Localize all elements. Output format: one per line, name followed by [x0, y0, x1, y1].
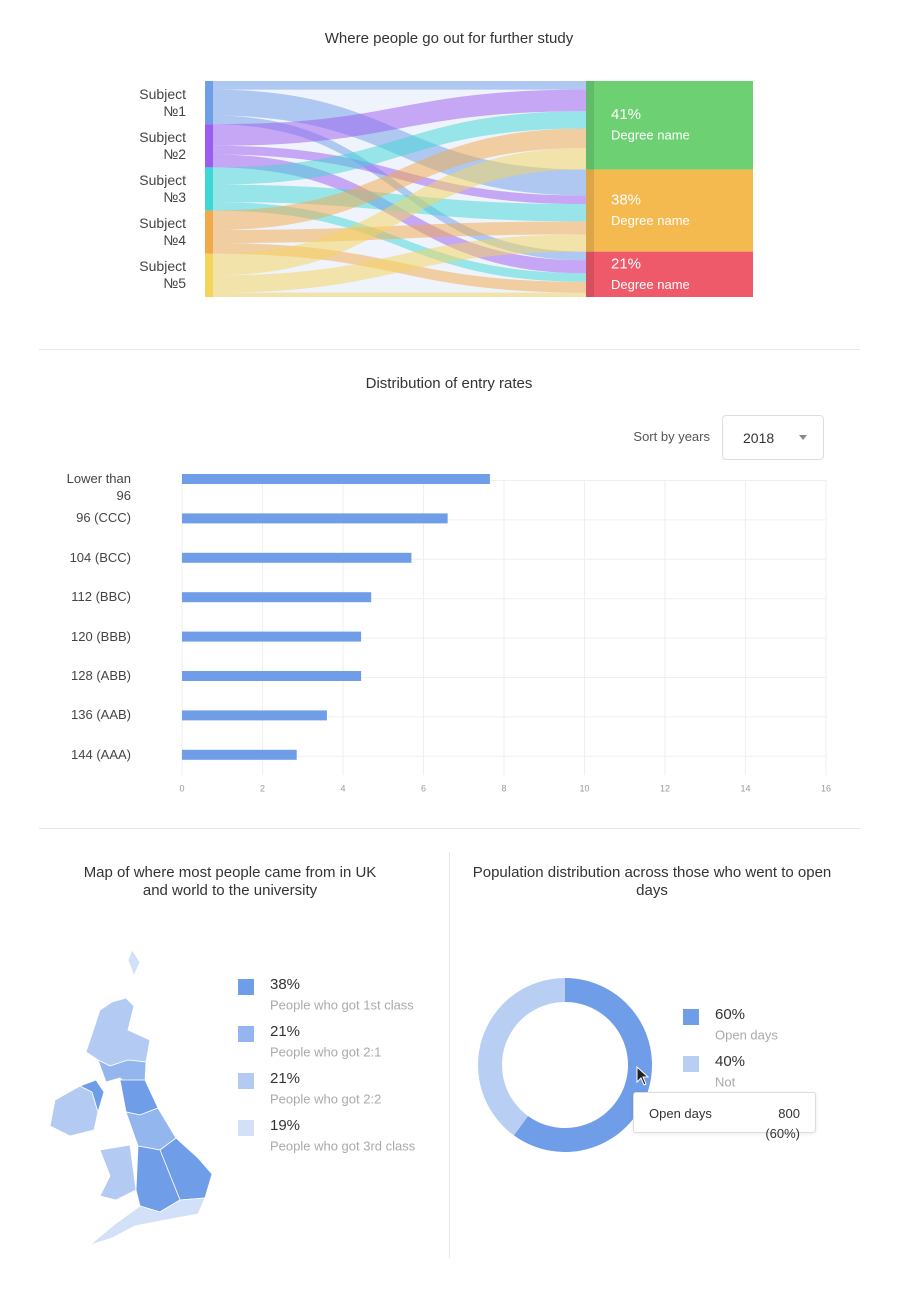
tooltip: Open days 800 (60%)	[633, 1092, 816, 1141]
donut-slice	[513, 978, 652, 1152]
y-tick-label: 128 (ABB)	[71, 668, 131, 683]
target-label: Degree name	[611, 213, 690, 228]
sankey-link	[213, 89, 586, 146]
map-region	[89, 1197, 206, 1246]
legend-label: Open days	[715, 1027, 778, 1042]
map-region	[99, 1144, 137, 1201]
target-node	[586, 251, 753, 297]
tooltip-value: 800	[778, 1106, 800, 1121]
legend-swatch	[238, 1073, 254, 1089]
legend-swatch	[238, 979, 254, 995]
legend-label: People who got 3rd class	[270, 1138, 416, 1153]
x-tick-label: 8	[501, 783, 506, 793]
tooltip-name: Open days	[649, 1106, 712, 1121]
x-tick-label: 12	[660, 783, 670, 793]
tooltip-share: (60%)	[765, 1126, 800, 1141]
target-node	[586, 169, 753, 252]
source-node	[205, 253, 213, 297]
target-value: 38%	[611, 192, 641, 209]
source-label: Subject №3	[139, 172, 186, 205]
sankey-link	[213, 201, 586, 282]
legend-swatch	[238, 1026, 254, 1042]
bar	[182, 552, 412, 563]
legend-label: People who got 1st class	[270, 997, 414, 1012]
y-tick-label: 96 (CCC)	[76, 510, 131, 526]
sankey-link	[213, 128, 586, 231]
source-label: Subject №4	[139, 215, 186, 249]
bar	[182, 749, 297, 760]
source-node	[205, 210, 213, 254]
y-tick-label: 120 (BBB)	[71, 628, 131, 644]
select-caret	[799, 435, 807, 440]
source-label: Subject №1	[139, 85, 186, 119]
map-region	[49, 1085, 99, 1137]
target-strip	[586, 169, 594, 252]
x-tick-label: 14	[740, 783, 750, 793]
target-value: 41%	[611, 106, 641, 123]
bar	[182, 592, 372, 603]
y-tick-label: 136 (AAB)	[71, 707, 131, 723]
legend-value: 60%	[715, 1006, 745, 1023]
bar	[182, 474, 490, 484]
y-tick-label: 144 (AAA)	[71, 746, 131, 762]
year-select[interactable]: 2018	[722, 415, 824, 460]
legend-value: 21%	[270, 1070, 300, 1087]
sankey-link	[213, 221, 586, 243]
target-label: Degree name	[611, 128, 690, 143]
legend-label: People who got 2:2	[270, 1091, 381, 1106]
source-label: Subject №2	[139, 128, 186, 162]
source-node	[205, 81, 213, 125]
map-region	[119, 1079, 159, 1116]
cursor	[636, 1065, 650, 1086]
x-tick-label: 4	[340, 783, 345, 793]
target-node	[586, 81, 753, 170]
y-tick-label: 104 (BCC)	[69, 549, 131, 565]
y-tick-label: 112 (BBC)	[71, 589, 131, 605]
legend-value: 38%	[270, 976, 300, 993]
x-tick-label: 6	[421, 783, 426, 793]
legend-value: 40%	[715, 1053, 745, 1070]
sankey-link	[213, 81, 586, 90]
sankey-link	[213, 111, 586, 185]
target-strip	[586, 81, 594, 170]
bar	[182, 671, 362, 681]
sankey-link	[213, 147, 586, 276]
bar	[182, 710, 327, 721]
target-strip	[586, 251, 594, 297]
target-label: Degree name	[611, 277, 690, 292]
bar	[182, 631, 362, 642]
chart-title: Where people go out for further study	[324, 30, 574, 47]
map-region	[127, 949, 141, 978]
legend-swatch	[238, 1120, 254, 1136]
legend-value: 21%	[270, 1023, 300, 1040]
sort-label: Sort by years	[633, 429, 710, 444]
legend-swatch	[683, 1009, 699, 1025]
target-value: 21%	[611, 255, 641, 272]
legend-label: Not	[715, 1074, 736, 1089]
x-tick-label: 0	[179, 783, 184, 793]
source-node	[205, 124, 213, 168]
map-region	[79, 1079, 105, 1114]
sankey-link	[213, 292, 586, 297]
map-region	[85, 997, 151, 1067]
y-tick-label: Lower than 96	[66, 471, 131, 503]
x-tick-label: 2	[260, 783, 265, 793]
legend-label: People who got 2:1	[270, 1044, 381, 1059]
chart-title: Population distribution across those who…	[472, 864, 832, 899]
legend-swatch	[683, 1056, 699, 1072]
x-tick-label: 16	[821, 783, 831, 793]
bar	[182, 513, 448, 524]
source-node	[205, 167, 213, 211]
sankey-link	[213, 234, 586, 293]
select-value: 2018	[743, 430, 775, 446]
legend-value: 19%	[270, 1117, 300, 1134]
source-label: Subject №5	[139, 258, 186, 292]
x-tick-label: 10	[579, 783, 589, 793]
chart-title: Distribution of entry rates	[365, 375, 533, 392]
chart-title: Map of where most people came from in UK…	[83, 864, 377, 899]
donut-slice	[477, 978, 565, 1136]
